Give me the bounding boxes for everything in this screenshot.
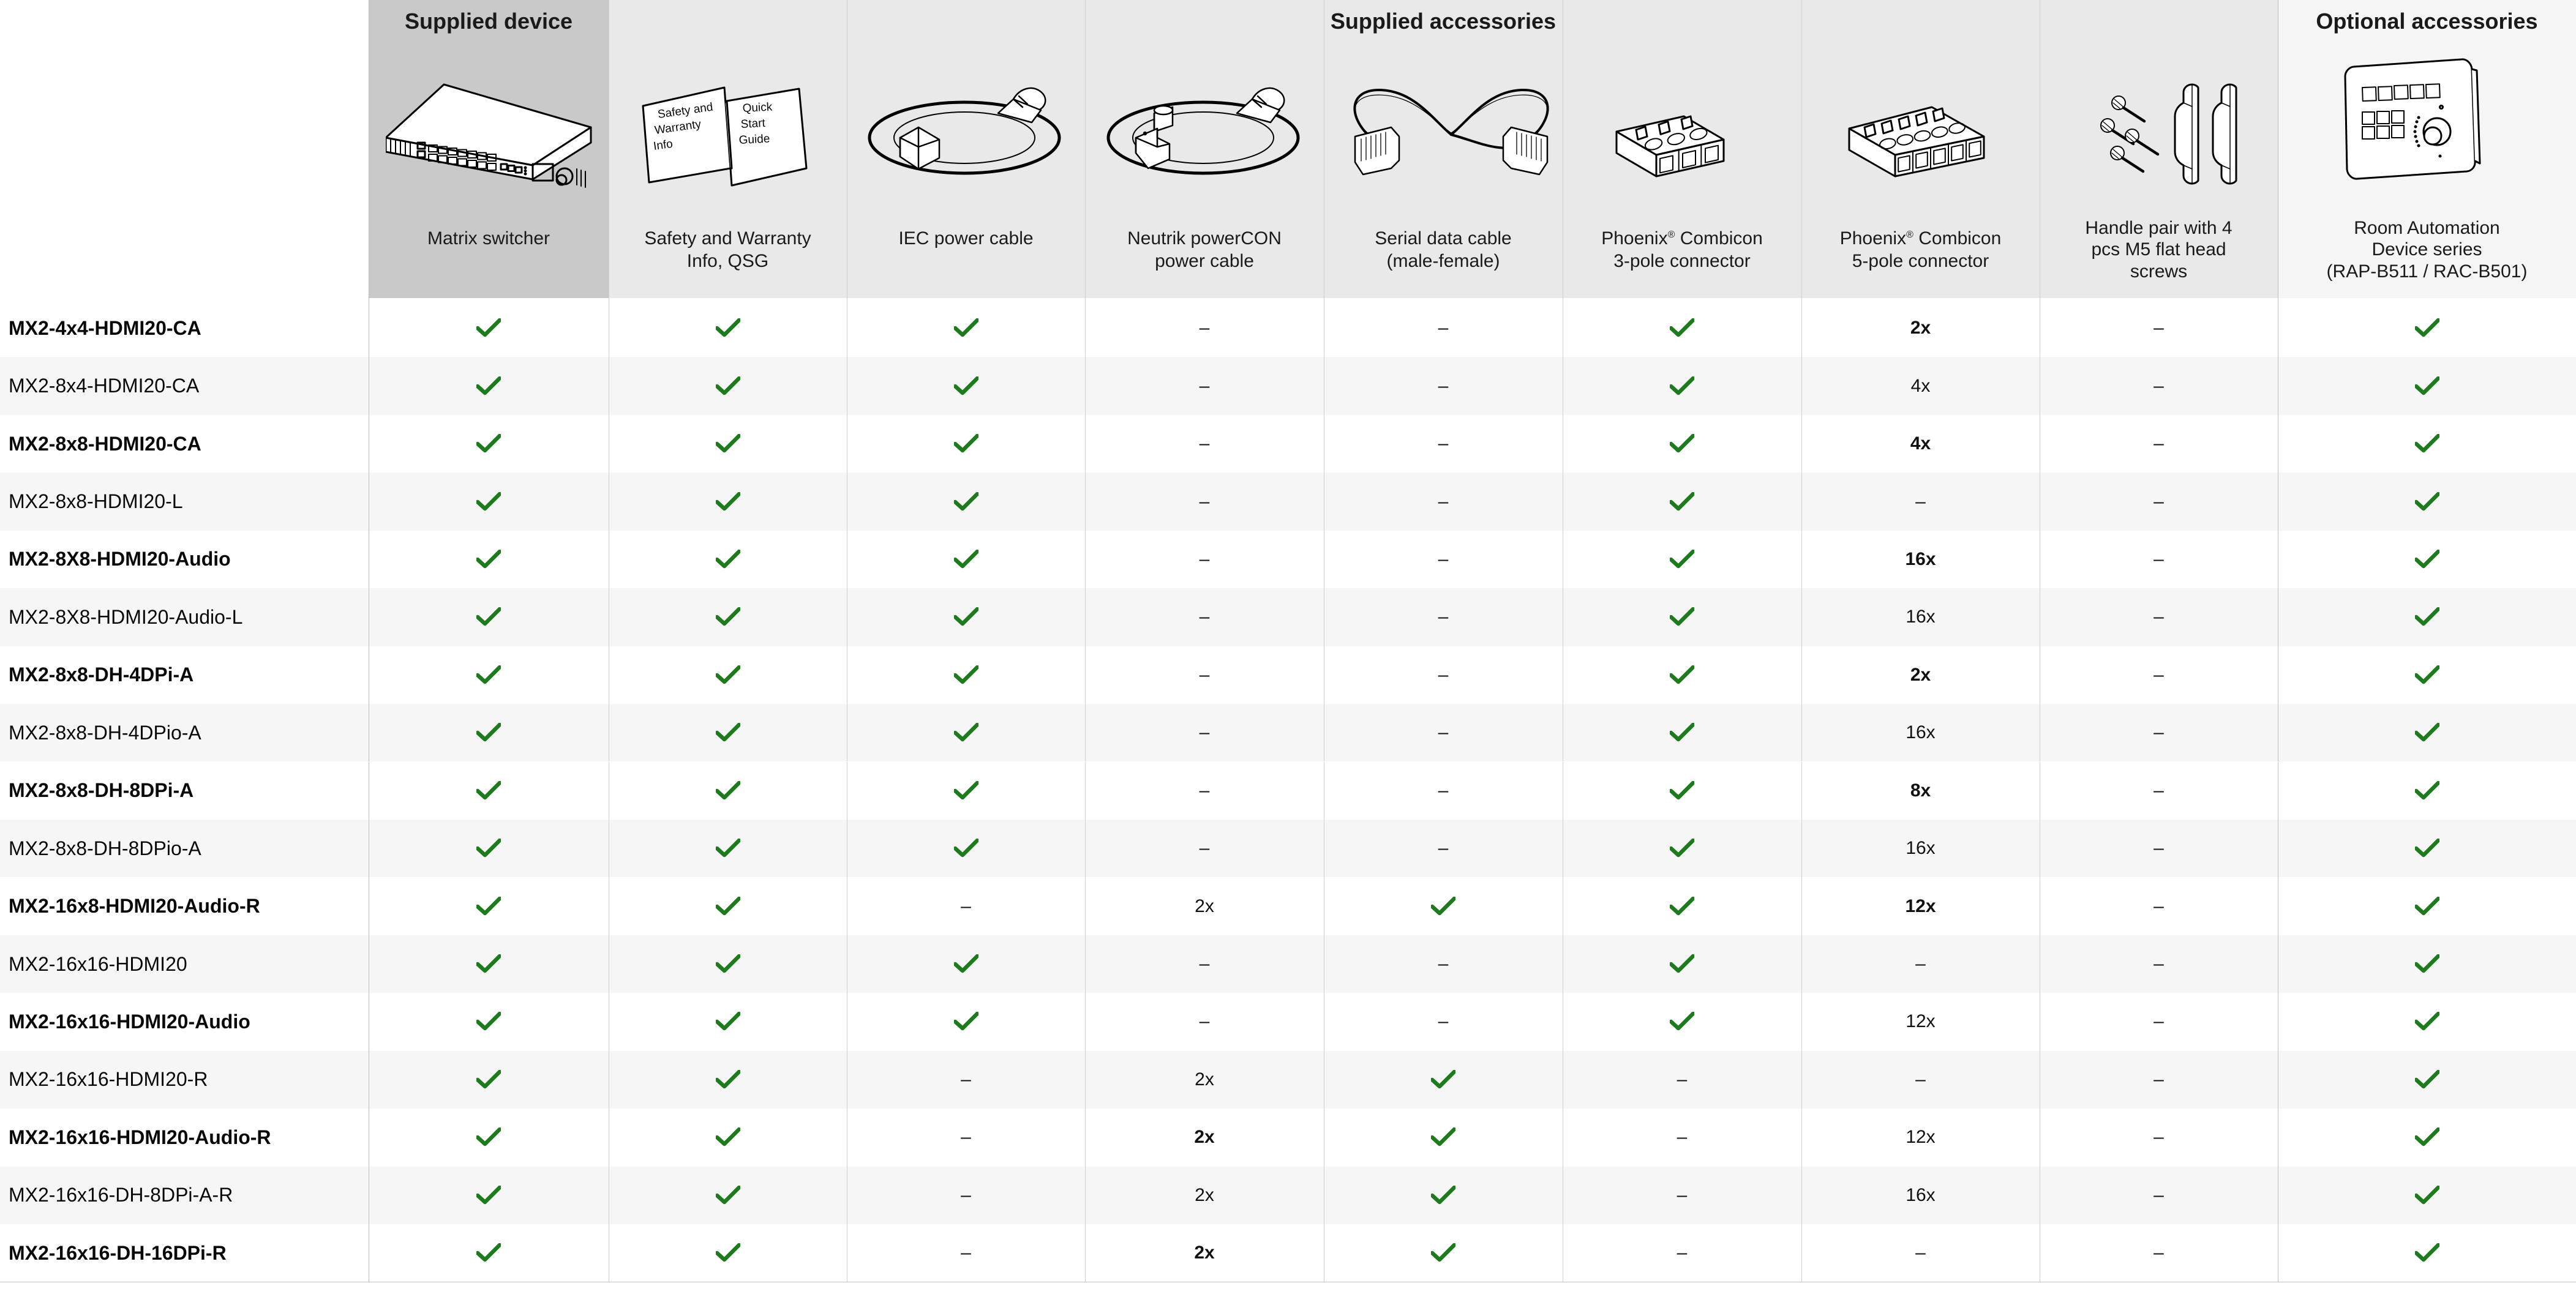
svg-text:Start: Start xyxy=(740,117,766,131)
svg-text:Info: Info xyxy=(653,138,674,153)
svg-text:Quick: Quick xyxy=(742,100,773,115)
svg-text:Guide: Guide xyxy=(738,132,770,147)
